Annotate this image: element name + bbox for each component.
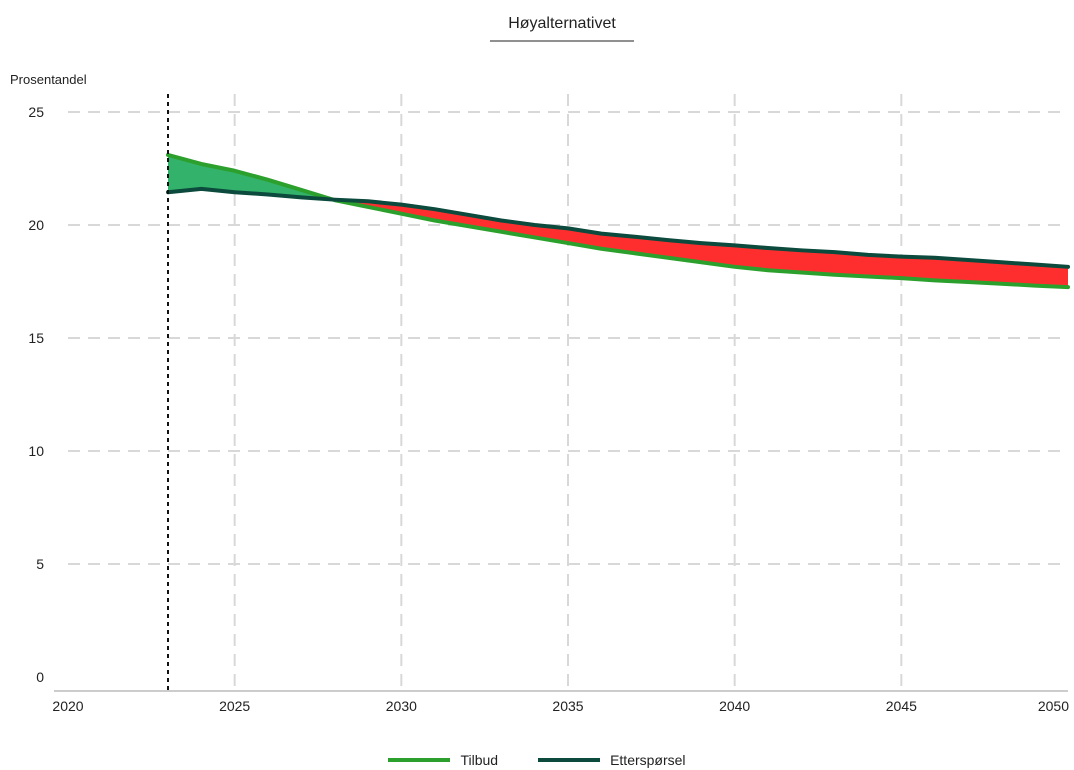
x-tick-label: 2035: [552, 698, 583, 714]
series-line-tilbud: [166, 152, 1070, 290]
legend-label-tilbud: Tilbud: [460, 752, 499, 768]
y-axis-label: Prosentandel: [10, 72, 87, 87]
legend-label-ettersporsel: Etterspørsel: [610, 752, 686, 768]
x-tick-label: 2020: [52, 698, 83, 714]
series-lines: [166, 152, 1070, 290]
series-line-ettersporsel: [166, 186, 1070, 269]
chart-title: Høyalternativet: [508, 15, 616, 32]
x-tick-label: 2040: [719, 698, 750, 714]
x-tick-label: 2030: [386, 698, 417, 714]
x-tick-label: 2025: [219, 698, 250, 714]
y-tick-label: 0: [36, 669, 44, 685]
legend: Tilbud Etterspørsel: [0, 750, 1074, 770]
gap-fills: [168, 154, 1068, 288]
legend-item-ettersporsel[interactable]: Etterspørsel: [538, 752, 686, 768]
legend-swatch-ettersporsel: [538, 758, 601, 762]
y-tick-label: 10: [28, 443, 44, 459]
legend-swatch-tilbud: [388, 758, 451, 762]
legend-item-tilbud[interactable]: Tilbud: [388, 752, 498, 768]
grid: [68, 94, 1068, 691]
x-tick-label: 2045: [886, 698, 917, 714]
y-tick-label: 5: [36, 556, 44, 572]
y-tick-label: 25: [28, 104, 44, 120]
y-tick-label: 15: [28, 330, 44, 346]
y-tick-label: 20: [28, 217, 44, 233]
chart-svg: Høyalternativet Prosentandel 05101520252…: [10, 15, 1070, 714]
x-tick-label: 2050: [1038, 698, 1069, 714]
